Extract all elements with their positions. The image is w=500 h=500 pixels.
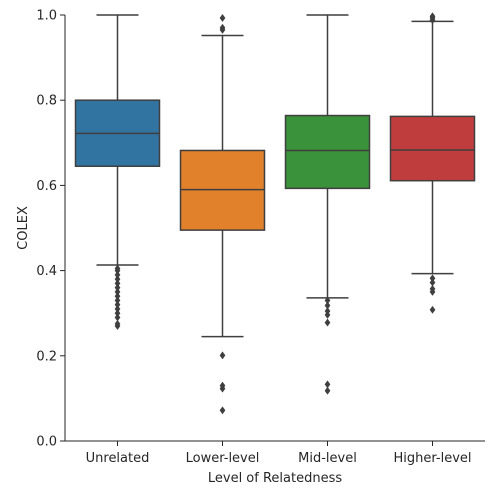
iqr-box [389, 115, 476, 182]
outlier-point [114, 292, 121, 301]
outlier-point [114, 270, 121, 279]
x-axis-label: Level of Relatedness [208, 471, 342, 486]
outlier-point [114, 309, 121, 318]
y-tick-label: 0.8 [36, 94, 57, 109]
y-tick-label: 0.4 [36, 264, 57, 279]
outlier-point [114, 279, 121, 288]
outlier-point [114, 275, 121, 284]
outlier-point [114, 283, 121, 292]
box-group-mid-level [284, 14, 371, 395]
outlier-point [324, 296, 331, 305]
outlier-point [429, 274, 436, 283]
outlier-point [114, 313, 121, 322]
x-tick-label: Higher-level [394, 451, 472, 466]
outlier-point [324, 318, 331, 327]
outlier-point [219, 13, 226, 23]
outlier-point [114, 300, 121, 309]
outlier-point [114, 304, 121, 313]
outlier-point [429, 284, 436, 293]
outlier-point [324, 380, 331, 389]
outlier-point [114, 296, 121, 305]
y-tick-label: 0.6 [36, 179, 57, 194]
y-axis-label: COLEX [16, 206, 31, 250]
outlier-point [219, 381, 226, 390]
iqr-box [284, 114, 371, 190]
outlier-point [324, 307, 331, 316]
x-tick-label: Mid-level [298, 451, 357, 466]
outlier-point [114, 264, 121, 273]
box-group-lower-level [179, 13, 266, 415]
y-tick-label: 0.2 [36, 349, 57, 364]
box-group-unrelated [74, 14, 161, 331]
y-tick-label: 1.0 [36, 9, 57, 24]
box-group-higher-level [389, 12, 476, 314]
outlier-point [219, 351, 226, 360]
boxes-layer [74, 12, 476, 415]
outlier-point [219, 406, 226, 415]
outlier-point [114, 287, 121, 296]
outlier-point [429, 278, 436, 287]
outlier-point [114, 319, 121, 328]
x-ticks: Unrelated Lower-level Mid-level Higher-leve… [86, 441, 472, 466]
outlier-point [324, 386, 331, 395]
y-tick-label: 0.0 [36, 435, 57, 450]
outlier-point [324, 301, 331, 310]
outlier-point [429, 305, 436, 314]
outlier-point [219, 23, 226, 32]
x-tick-label: Lower-level [186, 451, 260, 466]
y-ticks: 0.0 0.2 0.4 0.6 0.8 1.0 [36, 9, 65, 450]
x-tick-label: Unrelated [86, 451, 150, 466]
outlier-point [429, 12, 436, 21]
